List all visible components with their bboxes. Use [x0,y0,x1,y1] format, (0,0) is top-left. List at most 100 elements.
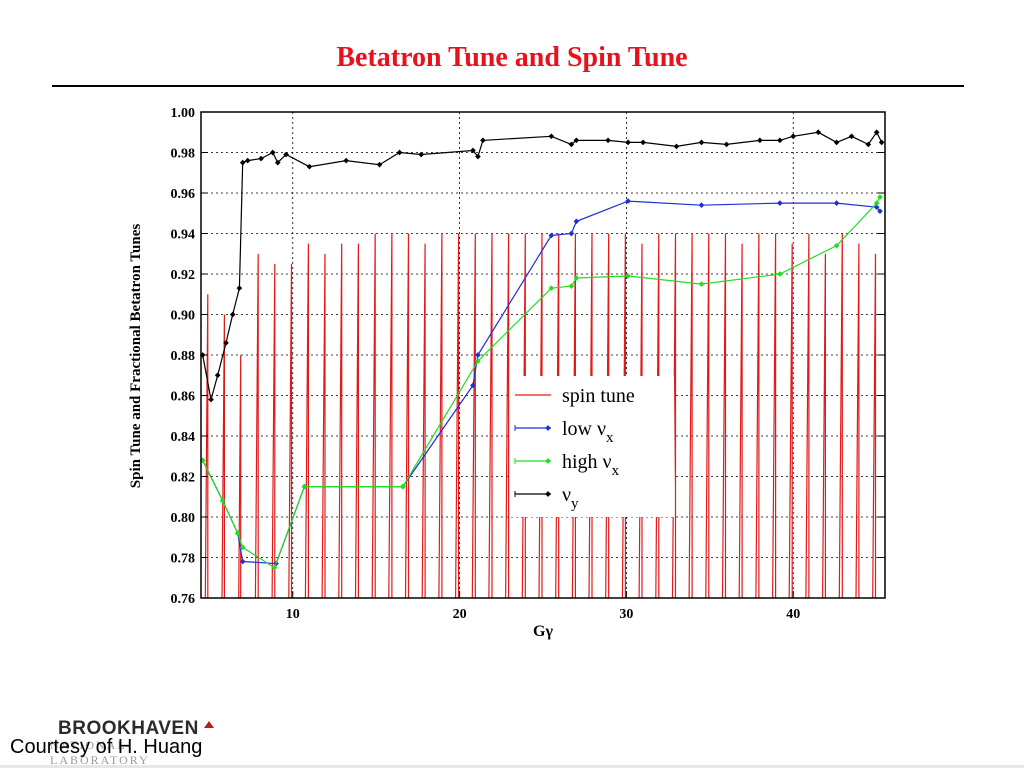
nuy-point [640,139,646,146]
x-axis-label: Gγ [533,623,553,640]
high_nux-point [698,281,705,287]
grid [201,112,885,598]
high_nux-point [877,194,883,200]
y-tick-label: 0.98 [171,147,196,162]
nuy-point [269,149,276,156]
legend-marker [545,458,551,464]
legend-marker [545,491,551,497]
spin-tune-line [204,233,877,599]
nuy-point [244,157,251,164]
low_nux-point [625,198,631,204]
footer-line [0,765,1024,768]
low_nux-line [202,200,881,565]
y-axis-label: Spin Tune and Fractional Betatron Tunes [128,224,144,489]
nuy-point [815,129,822,136]
brookhaven-logo: BROOKHAVEN NATIONAL LABORATORY [50,718,228,767]
high_nux-point [625,273,631,279]
nuy-point [757,137,763,144]
low_nux-point [698,202,705,208]
spin-tune-series [204,233,877,599]
nuy-point [223,340,229,346]
low_nux-point [239,558,246,565]
nuy-point [208,396,214,403]
y-tick-label: 0.90 [171,309,196,324]
low_nux-point [777,200,783,206]
nuy-point [239,159,246,166]
tune-series [199,129,885,571]
nuy-point [605,137,611,144]
low_nux-point [568,230,575,237]
nuy-point [548,133,555,140]
high_nux-point [239,544,246,551]
nuy-point [878,139,885,146]
axis-ticks: 0.76 0.78 0.80 0.82 0.84 0.86 0.88 0.90 0.92 0.94… [171,106,885,622]
low_nux-point [873,204,880,211]
high_nux-point [777,271,783,277]
high_nux-point [301,483,308,490]
high_nux-point [573,275,580,281]
nuy-point [470,147,476,154]
nuy-point [873,129,880,136]
nuy-point [236,285,243,292]
low_nux-point [475,352,481,358]
x-tick-label: 40 [786,607,800,622]
low_nux-point [470,382,476,389]
nuy-point [480,137,486,144]
nuy-point [673,143,680,150]
legend-label: spin tune [562,385,635,407]
nuy-point [790,133,797,140]
y-tick-label: 0.92 [171,268,196,283]
y-tick-label: 0.80 [171,511,196,526]
nuy-point [698,139,705,146]
high_nux-point [400,483,406,490]
low_nux-point [548,232,555,239]
nuy-point [723,141,730,148]
title-divider [52,85,964,87]
high_nux-point [568,283,575,289]
high_nux-point [548,285,555,292]
nuy-point [777,137,783,144]
nuy-point [229,311,236,318]
nuy-point [475,153,481,160]
slide-title: Betatron Tune and Spin Tune [336,42,688,73]
y-tick-label: 0.84 [171,430,196,445]
nuy-point [274,159,281,166]
y-tick-label: 0.82 [171,471,196,486]
nuy-point [306,163,313,170]
y-tick-label: 0.88 [171,349,196,364]
nuy-point [396,149,403,156]
y-tick-label: 1.00 [171,106,196,121]
nuy-point [568,141,575,148]
nuy-point [418,151,425,158]
x-tick-label: 20 [453,607,467,622]
nuy-point [833,139,840,146]
y-tick-label: 0.94 [171,228,196,243]
y-tick-label: 0.96 [171,187,196,202]
x-tick-label: 30 [619,607,633,622]
y-tick-label: 0.76 [171,592,196,607]
nuy-point [258,155,264,162]
nuy-point [865,141,872,148]
logo-subtext: NATIONAL LABORATORY [50,738,150,767]
credit-text: Courtesy of H. Huang [10,736,203,758]
high_nux-point [219,497,226,504]
high_nux-point [833,242,840,249]
nuy-point [376,161,383,168]
high_nux-point [873,200,880,206]
logo-triangle-icon [204,721,214,728]
logo-text: BROOKHAVEN [58,718,199,739]
high_nux-point [234,530,241,537]
legend-marker [545,425,551,431]
y-tick-label: 0.78 [171,552,196,567]
nuy-point [343,157,349,164]
nuy-point [214,372,221,379]
nuy-point [625,139,631,146]
low_nux-point [573,218,580,225]
low_nux-point [833,200,840,206]
nuy-point [283,151,289,158]
low_nux-point [877,208,883,215]
high_nux-point [475,358,481,364]
nuy-point [848,133,855,140]
